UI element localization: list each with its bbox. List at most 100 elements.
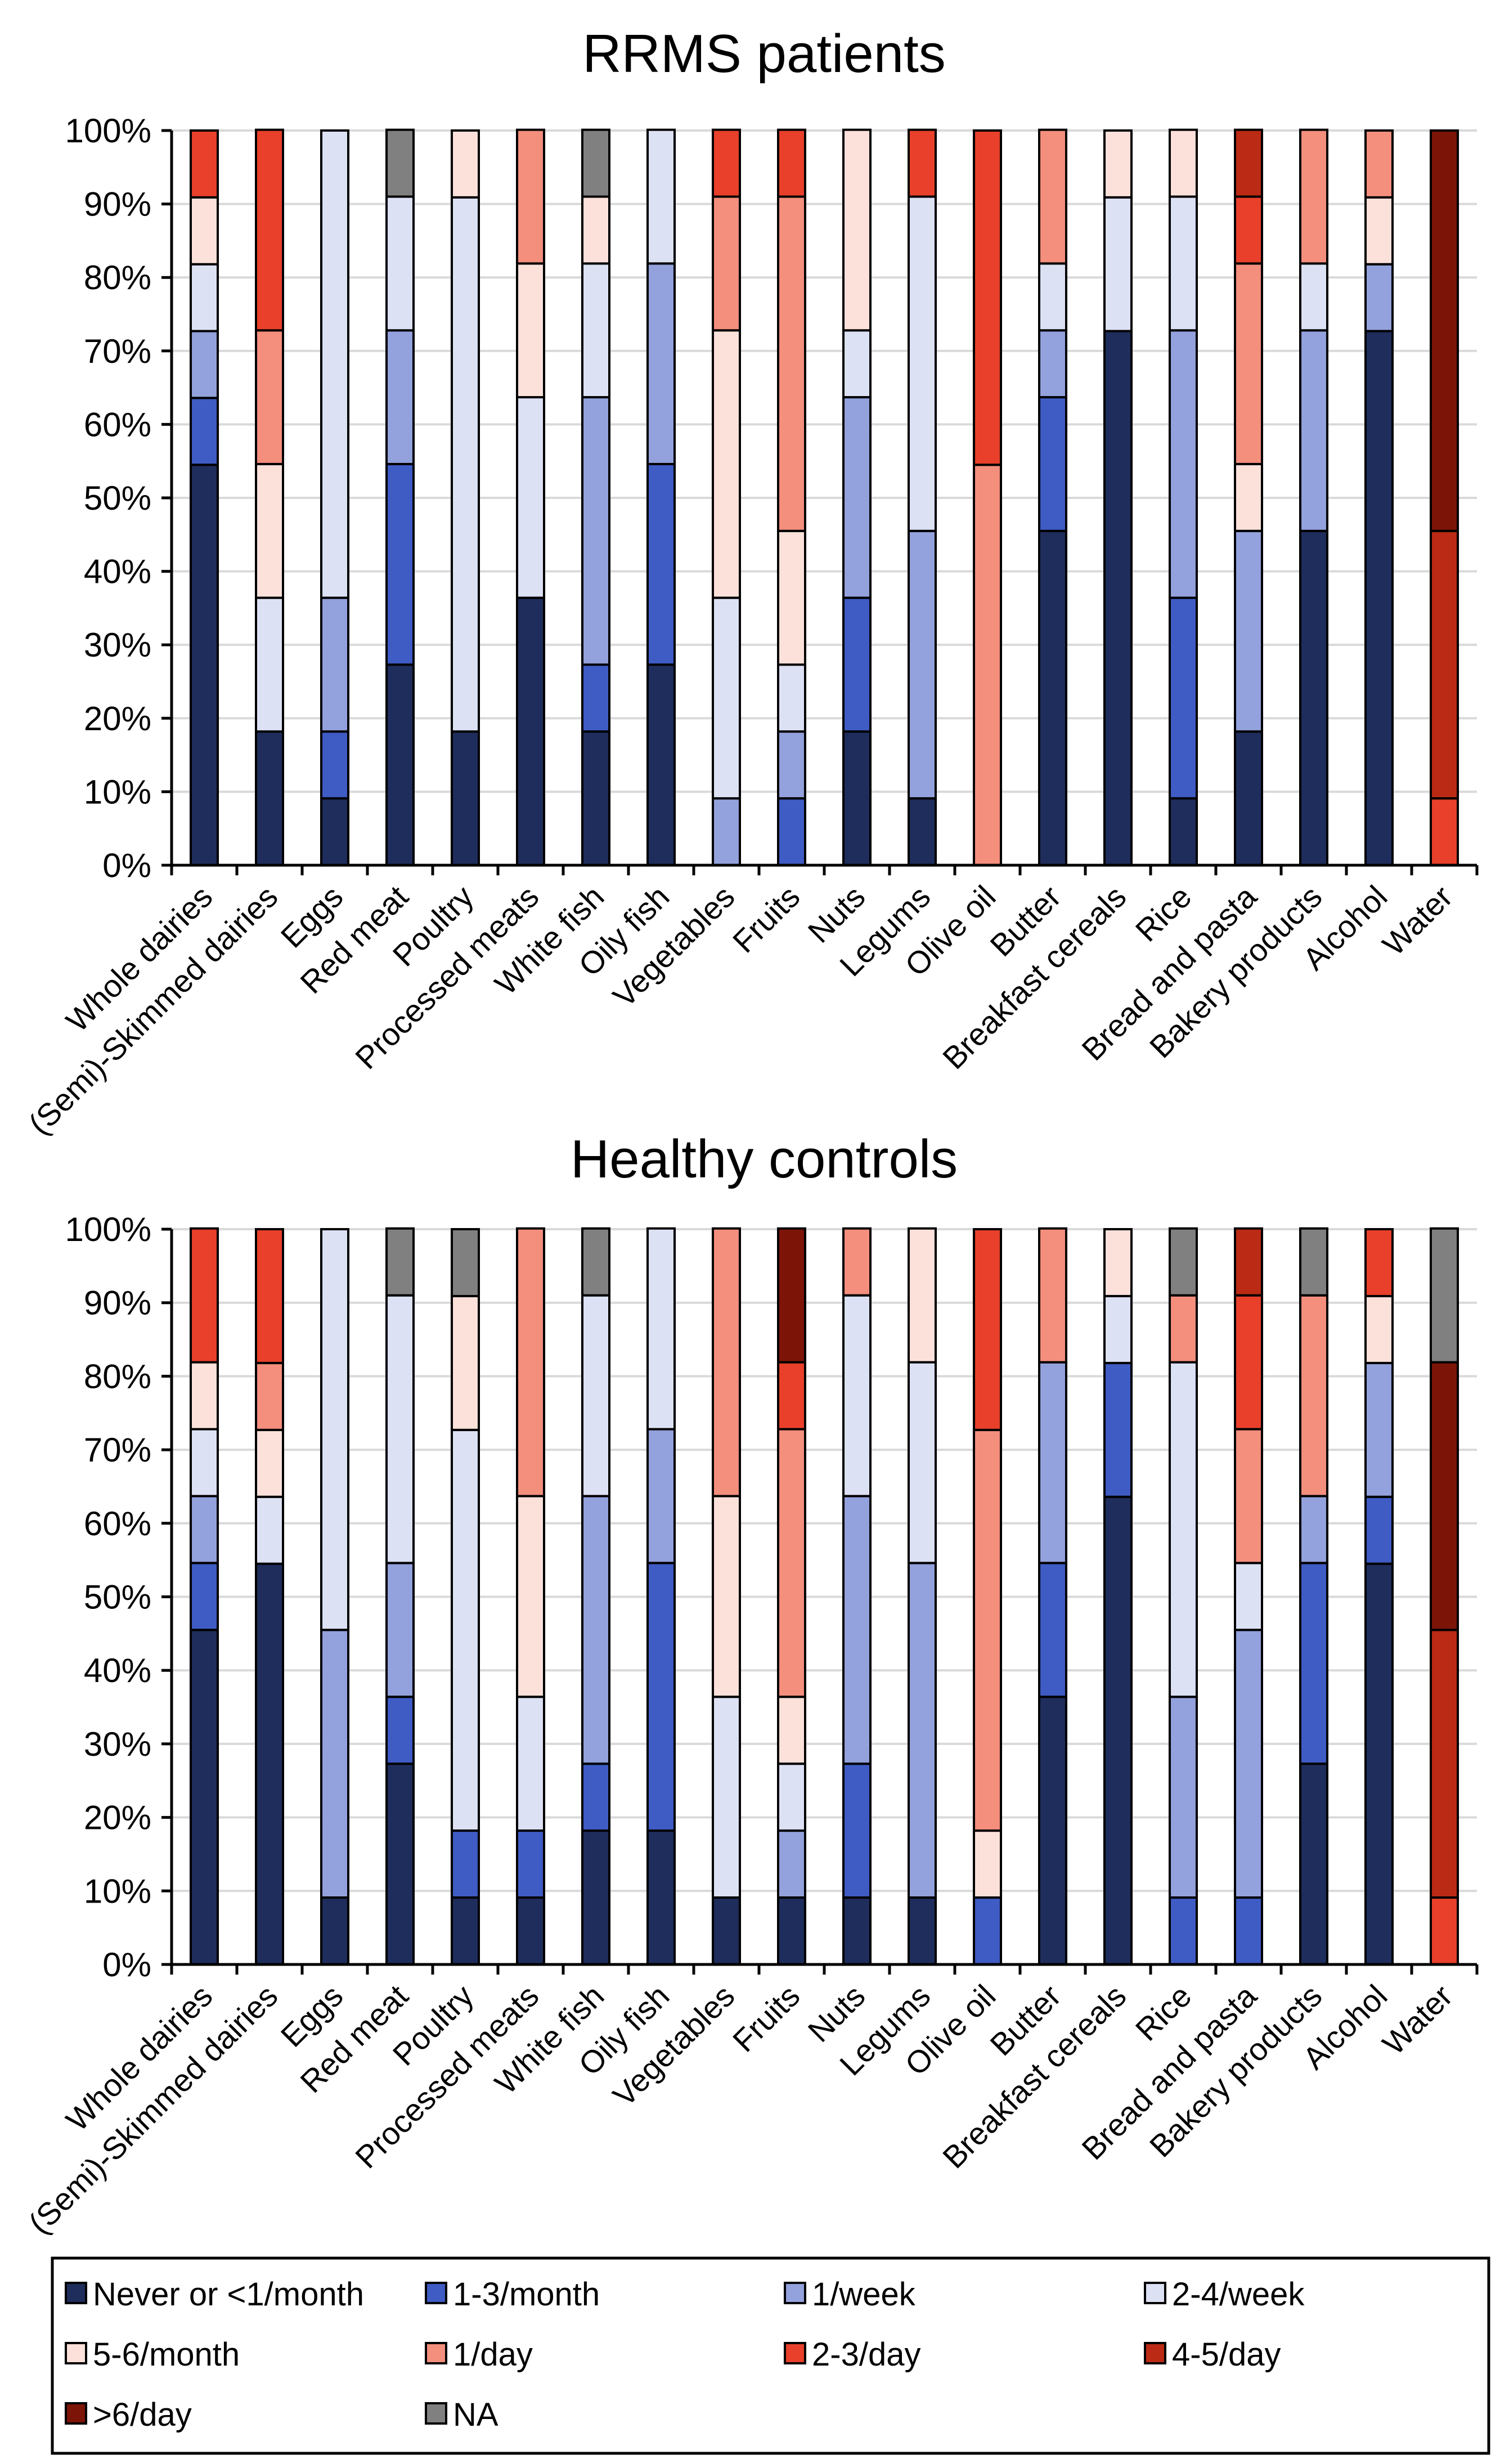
bar-segment xyxy=(1103,1294,1133,1364)
legend-label: 1-3/month xyxy=(453,2276,600,2313)
legend-label: 2-4/week xyxy=(1172,2276,1305,2313)
bar-segment xyxy=(1169,1294,1198,1364)
bar-segment xyxy=(516,596,545,866)
bar-segment xyxy=(255,462,284,599)
bar-segment xyxy=(908,529,937,800)
bar-segment xyxy=(1038,1696,1067,1966)
bar-segment xyxy=(190,464,219,866)
bar-segment xyxy=(1364,1228,1394,1297)
bar-segment xyxy=(646,663,676,867)
bar-segment xyxy=(777,1696,806,1765)
bar-segment xyxy=(1430,797,1459,867)
bar-segment xyxy=(1169,329,1198,599)
bar-segment xyxy=(646,462,676,666)
bar-segment xyxy=(712,1696,741,1899)
legend-swatch xyxy=(1144,2342,1166,2364)
bar-segment xyxy=(320,730,349,800)
bar-segment xyxy=(1169,1896,1198,1966)
bar-segment xyxy=(1364,1495,1394,1565)
legend-label: 4-5/day xyxy=(1172,2336,1281,2373)
bar-segment xyxy=(451,1228,480,1297)
bar-segment xyxy=(1038,1562,1067,1698)
bar-segment xyxy=(320,1228,349,1631)
bar-segment xyxy=(451,730,480,866)
bar-segment xyxy=(842,396,872,599)
bar-segment xyxy=(1299,1562,1328,1765)
bar-segment xyxy=(255,1428,284,1498)
bar-segment xyxy=(516,1696,545,1832)
bar-segment xyxy=(190,1428,219,1498)
bar-segment xyxy=(777,195,806,532)
y-tick-label: 50% xyxy=(84,479,151,517)
legend-swatch xyxy=(65,2402,87,2425)
bar-segment xyxy=(516,396,545,599)
bar-segment xyxy=(842,1762,872,1899)
bar-segment xyxy=(190,196,219,266)
bar-segment xyxy=(777,730,806,800)
bar-segment xyxy=(516,262,545,399)
legend: Never or <1/month 1-3/month 1/week 2-4/week… xyxy=(51,2256,1490,2455)
bar-segment xyxy=(908,1361,937,1564)
legend-swatch xyxy=(425,2282,447,2304)
bar-segment xyxy=(1430,1227,1459,1364)
bar-segment xyxy=(712,1896,741,1966)
y-tick-label: 30% xyxy=(84,1725,151,1763)
y-tick-label: 90% xyxy=(84,186,151,223)
bar-segment xyxy=(973,1896,1002,1966)
bar-segment xyxy=(255,128,284,332)
bar-segment xyxy=(1169,596,1198,800)
bar-segment xyxy=(1234,529,1263,733)
legend-label: >6/day xyxy=(93,2396,192,2433)
bar-segment xyxy=(1103,330,1133,866)
bar-segment xyxy=(581,128,610,198)
bar-segment xyxy=(646,262,676,465)
bar-segment xyxy=(385,128,415,198)
bar-segment xyxy=(1364,1562,1394,1966)
bar-segment xyxy=(908,1896,937,1966)
bar-segment xyxy=(1234,1428,1263,1564)
bar-segment xyxy=(842,1227,872,1297)
bar-segment xyxy=(385,1227,415,1297)
bar-segment xyxy=(1038,529,1067,866)
bar-segment xyxy=(581,730,610,866)
legend-swatch xyxy=(784,2342,806,2364)
y-tick-label: 10% xyxy=(84,1872,151,1910)
bar-segment xyxy=(646,1227,676,1431)
bar-segment xyxy=(1169,128,1198,198)
y-tick-label: 70% xyxy=(84,332,151,370)
y-tick-label: 20% xyxy=(84,1799,151,1837)
bar-segment xyxy=(777,1428,806,1698)
bar-segment xyxy=(385,663,415,867)
bar-segment xyxy=(385,1562,415,1698)
bar-segment xyxy=(1169,195,1198,332)
bar-segment xyxy=(1169,1696,1198,1899)
legend-swatch xyxy=(65,2282,87,2304)
bar-segment xyxy=(516,1227,545,1498)
bar-segment xyxy=(1299,1495,1328,1564)
bar-segment xyxy=(712,797,741,867)
bar-segment xyxy=(777,1361,806,1431)
bar-segment xyxy=(516,1829,545,1899)
bar-segment xyxy=(190,1629,219,1966)
bar-segment xyxy=(1038,262,1067,332)
bar-segment xyxy=(842,128,872,332)
bar-segment xyxy=(255,1495,284,1565)
bar-segment xyxy=(842,329,872,399)
bar-segment xyxy=(451,1896,480,1966)
bar-segment xyxy=(1299,1227,1328,1297)
bar-segment xyxy=(777,663,806,733)
bar-segment xyxy=(1364,1294,1394,1364)
bar-segment xyxy=(1234,1227,1263,1297)
bar-segment xyxy=(908,1562,937,1899)
chart-title: Healthy controls xyxy=(571,1129,958,1189)
bar-segment xyxy=(1299,1294,1328,1498)
bar-segment xyxy=(581,1227,610,1297)
bar-segment xyxy=(777,529,806,666)
bar-segment xyxy=(1234,462,1263,532)
bar-segment xyxy=(385,1762,415,1966)
bar-segment xyxy=(1169,1361,1198,1698)
y-tick-label: 100% xyxy=(65,112,151,150)
bar-segment xyxy=(1103,1228,1133,1297)
bar-segment xyxy=(516,1896,545,1966)
